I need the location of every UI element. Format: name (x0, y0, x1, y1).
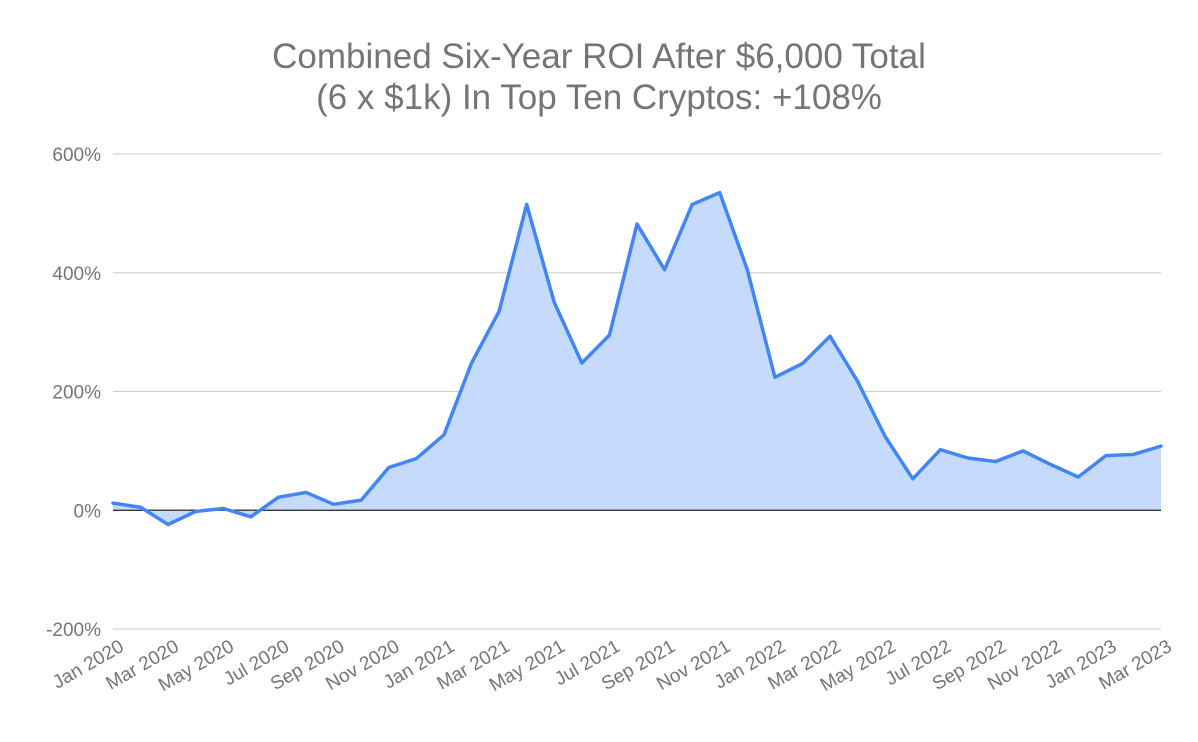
plot-area (111, 190, 1163, 527)
y-tick-label: 0% (74, 501, 102, 522)
y-tick-label: 400% (52, 264, 101, 285)
y-tick-label: 600% (52, 145, 101, 166)
chart-title-line-1: Combined Six-Year ROI After $6,000 Total (272, 37, 926, 76)
series-area-fill (113, 192, 1161, 525)
y-tick-label: 200% (52, 383, 101, 404)
chart-title-line-2: (6 x $1k) In Top Ten Cryptos: +108% (316, 78, 882, 117)
y-axis: -200% 0% 200% 400% 600% (46, 145, 101, 641)
y-tick-label: -200% (46, 620, 101, 641)
